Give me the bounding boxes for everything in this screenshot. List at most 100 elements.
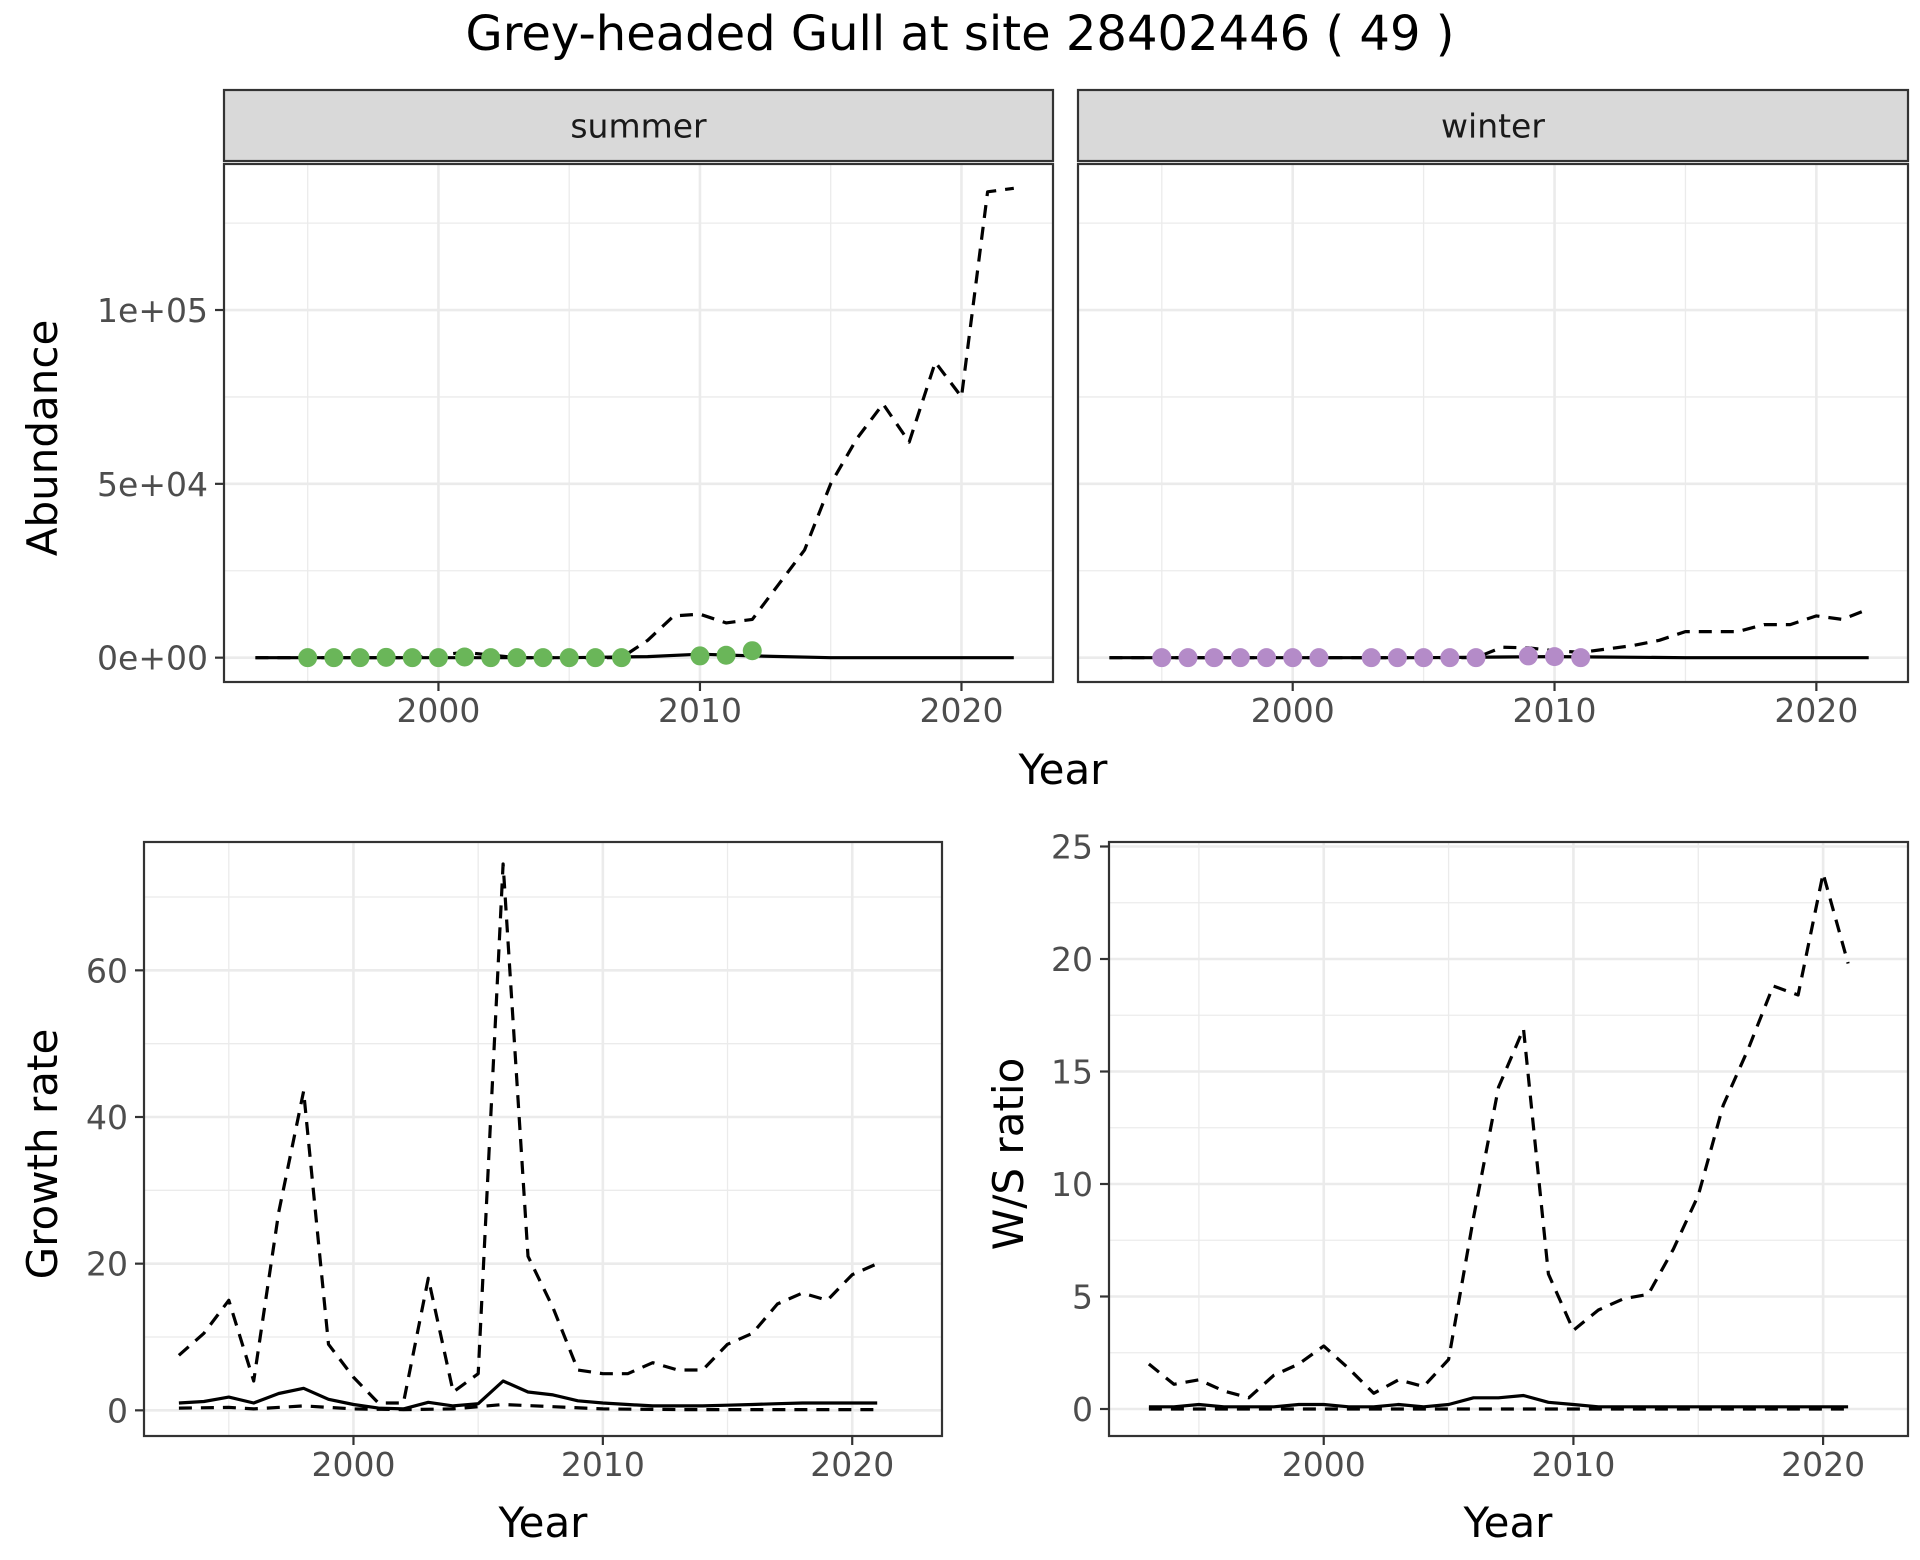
data-point [324,648,344,668]
y-tick-label: 20 [86,1245,128,1284]
series-lines [177,862,878,1412]
data-point [1178,648,1198,668]
series-line-dashed-1 [1147,871,1850,1400]
y-tick-label: 0 [1072,1390,1093,1429]
data-point [455,647,475,667]
data-point [402,648,422,668]
panel-growth: 2000 2010 2020 0 20 40 60 Year Growth rate [18,840,944,1547]
gridlines [1109,842,1908,1436]
panel-summer: summer 2000 2010 2020 0e+00 5e+04 1e+05 Abundan… [18,88,1055,730]
facet-strip [1076,88,1910,163]
data-point [507,648,527,668]
x-axis-ticks: 2000 2010 2020 [311,1436,894,1484]
x-tick-label: 2020 [1774,691,1858,730]
data-point [481,648,501,668]
data-point [350,648,370,668]
x-axis-ticks: 2000 2010 2020 [1282,1436,1865,1484]
data-point [716,645,736,665]
data-point [1387,648,1407,668]
y-axis-ticks: 0 20 40 60 [86,951,144,1430]
data-point [585,648,605,668]
panel-background [224,164,1053,682]
series-line-dashed-1 [1109,607,1870,660]
x-tick-label: 2000 [1251,691,1335,730]
y-tick-label: 10 [1051,1165,1093,1204]
series-line-dashed-1 [255,186,1015,660]
panel-winter: winter 2000 2010 2020 [1076,88,1910,730]
x-axis-ticks: 2000 2010 2020 [396,682,1003,730]
data-point [1571,648,1591,668]
data-point [1283,648,1303,668]
panel-border [1076,162,1910,684]
series-lines [255,186,1015,660]
data-points [298,641,762,668]
x-tick-label: 2000 [1282,1445,1366,1484]
y-axis-title: W/S ratio [984,1058,1033,1251]
series-line-solid-0 [178,1379,878,1411]
data-point [428,648,448,668]
x-tick-label: 2010 [1513,691,1597,730]
y-tick-label: 5 [1072,1278,1093,1317]
data-point [559,648,579,668]
x-tick-label: 2020 [919,691,1003,730]
x-tick-label: 2010 [658,691,742,730]
y-axis-ticks: 0e+00 5e+04 1e+05 [97,291,224,678]
x-tick-label: 2010 [1531,1445,1615,1484]
series-lines [1147,871,1850,1411]
y-tick-label: 1e+05 [97,291,208,330]
panel-ratio: 2000 2010 2020 0 5 10 15 20 25 Year W/S ratio [984,828,1910,1547]
y-tick-label: 40 [86,1098,128,1137]
y-tick-label: 20 [1051,940,1093,979]
data-point [376,647,396,667]
panel-border [1107,840,1910,1438]
x-tick-label: 2020 [1781,1445,1865,1484]
y-axis-title: Abundance [18,320,67,557]
data-point [1309,648,1329,668]
data-point [1466,648,1486,668]
panel-background [1078,164,1908,682]
x-axis-ticks: 2000 2010 2020 [1251,682,1858,730]
y-tick-label: 15 [1051,1053,1093,1092]
data-points [1152,646,1591,668]
panel-background [144,842,942,1436]
data-point [1204,648,1224,668]
figure-title: Grey-headed Gull at site 28402446 ( 49 ) [466,6,1455,62]
facet-strip-label: summer [570,107,707,146]
data-point [1230,648,1250,668]
y-axis-title: Growth rate [18,1029,67,1280]
panel-background [1109,842,1908,1436]
panel-border [142,840,944,1438]
x-tick-label: 2020 [810,1445,894,1484]
data-point [1257,648,1277,668]
facet-strip [222,88,1055,163]
data-point [1545,647,1565,667]
x-tick-label: 2000 [311,1445,395,1484]
y-axis-ticks: 0 5 10 15 20 25 [1051,828,1109,1429]
x-tick-label: 2000 [396,691,480,730]
y-tick-label: 60 [86,951,128,990]
series-line-dashed-1 [177,862,878,1405]
y-tick-label: 0 [107,1391,128,1430]
data-point [298,648,318,668]
panel-border [222,162,1055,684]
gridlines [144,842,942,1436]
series-line-solid-0 [1148,1393,1849,1409]
data-point [533,648,553,668]
y-tick-label: 0e+00 [97,639,208,678]
facet-strip-label: winter [1441,107,1545,146]
data-point [1518,646,1538,666]
y-tick-label: 25 [1051,828,1093,867]
data-point [690,646,710,666]
top-x-axis-title: Year [1018,745,1109,794]
series-line-dashed-2 [178,1402,878,1412]
data-point [1152,648,1172,668]
data-point [742,641,762,661]
x-tick-label: 2010 [561,1445,645,1484]
data-point [612,648,632,668]
x-axis-title: Year [1463,1498,1554,1547]
x-axis-title: Year [498,1498,589,1547]
data-point [1440,648,1460,668]
